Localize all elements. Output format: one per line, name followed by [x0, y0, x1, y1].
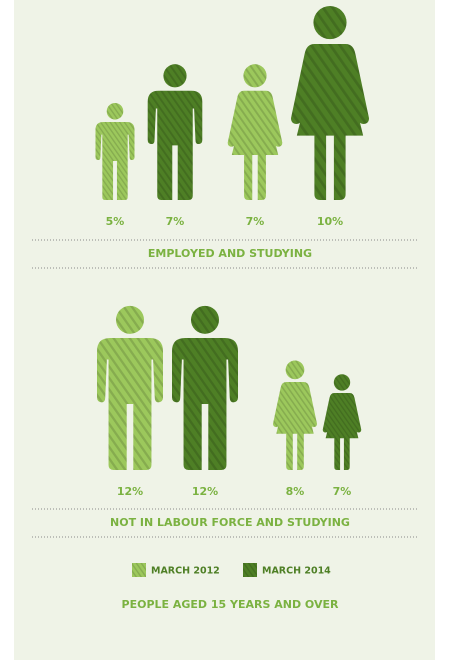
legend-label: MARCH 2014: [262, 566, 331, 577]
male-figure: [147, 64, 203, 200]
panel-title: NOT IN LABOUR FORCE AND STUDYING: [110, 516, 350, 529]
panel-title: EMPLOYED AND STUDYING: [148, 247, 312, 260]
female-figure: [322, 374, 362, 470]
figure-body: [95, 122, 135, 200]
figure-head: [115, 305, 145, 334]
figure-body: [97, 338, 163, 470]
female-figure: [273, 360, 317, 470]
value-label: 12%: [192, 485, 218, 498]
figure-head: [285, 360, 305, 380]
value-label: 10%: [317, 215, 343, 228]
figure-body: [291, 44, 369, 200]
value-label: 7%: [333, 485, 352, 498]
legend-label: MARCH 2012: [151, 566, 220, 577]
background: [14, 0, 435, 660]
footnote: PEOPLE AGED 15 YEARS AND OVER: [122, 598, 339, 611]
value-label: 7%: [246, 215, 265, 228]
figure-head: [163, 64, 187, 88]
male-figure: [95, 102, 135, 200]
legend-swatch: [132, 563, 146, 577]
value-label: 12%: [117, 485, 143, 498]
figure-head: [243, 64, 267, 88]
figure-body: [147, 90, 203, 200]
male-figure: [172, 305, 238, 470]
female-figure: [291, 5, 369, 200]
value-label: 8%: [286, 485, 305, 498]
figure-head: [106, 102, 124, 120]
value-label: 5%: [106, 215, 125, 228]
legend-swatch: [243, 563, 257, 577]
figure-head: [190, 305, 220, 334]
male-figure: [97, 305, 163, 470]
figure-body: [322, 393, 362, 470]
figure-body: [227, 90, 283, 200]
figure-head: [333, 374, 351, 391]
female-figure: [227, 64, 283, 200]
figure-head: [313, 5, 347, 40]
value-label: 7%: [166, 215, 185, 228]
figure-body: [172, 338, 238, 470]
figure-body: [273, 382, 317, 470]
